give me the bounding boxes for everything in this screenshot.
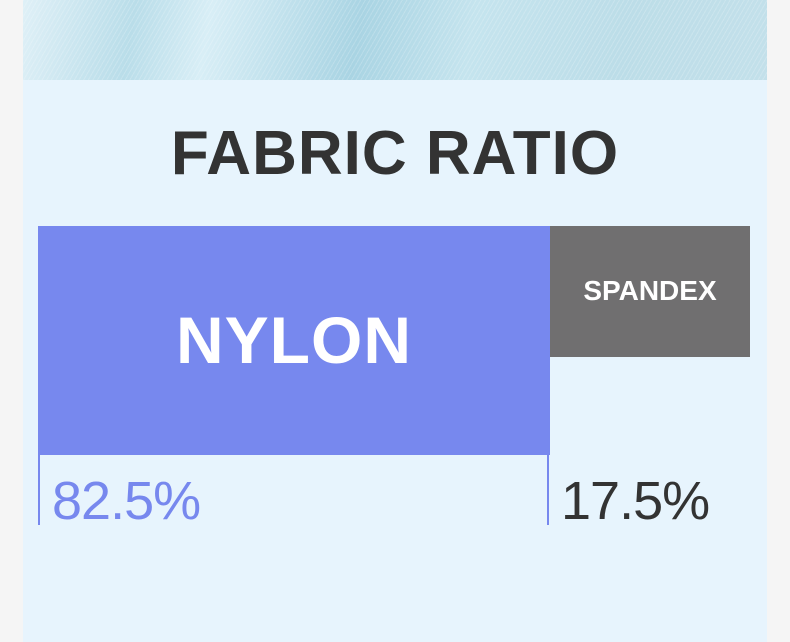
nylon-block: NYLON <box>38 226 550 455</box>
spandex-label: SPANDEX <box>583 275 717 306</box>
spandex-divider-line <box>547 455 549 525</box>
page-title: FABRIC RATIO <box>170 119 620 188</box>
nylon-percent: 82.5% <box>52 471 201 531</box>
spandex-percent: 17.5% <box>561 471 710 531</box>
spandex-block: SPANDEX <box>550 226 750 357</box>
nylon-label: NYLON <box>176 303 412 377</box>
nylon-divider-line <box>38 455 40 525</box>
fabric-photo <box>23 0 767 80</box>
